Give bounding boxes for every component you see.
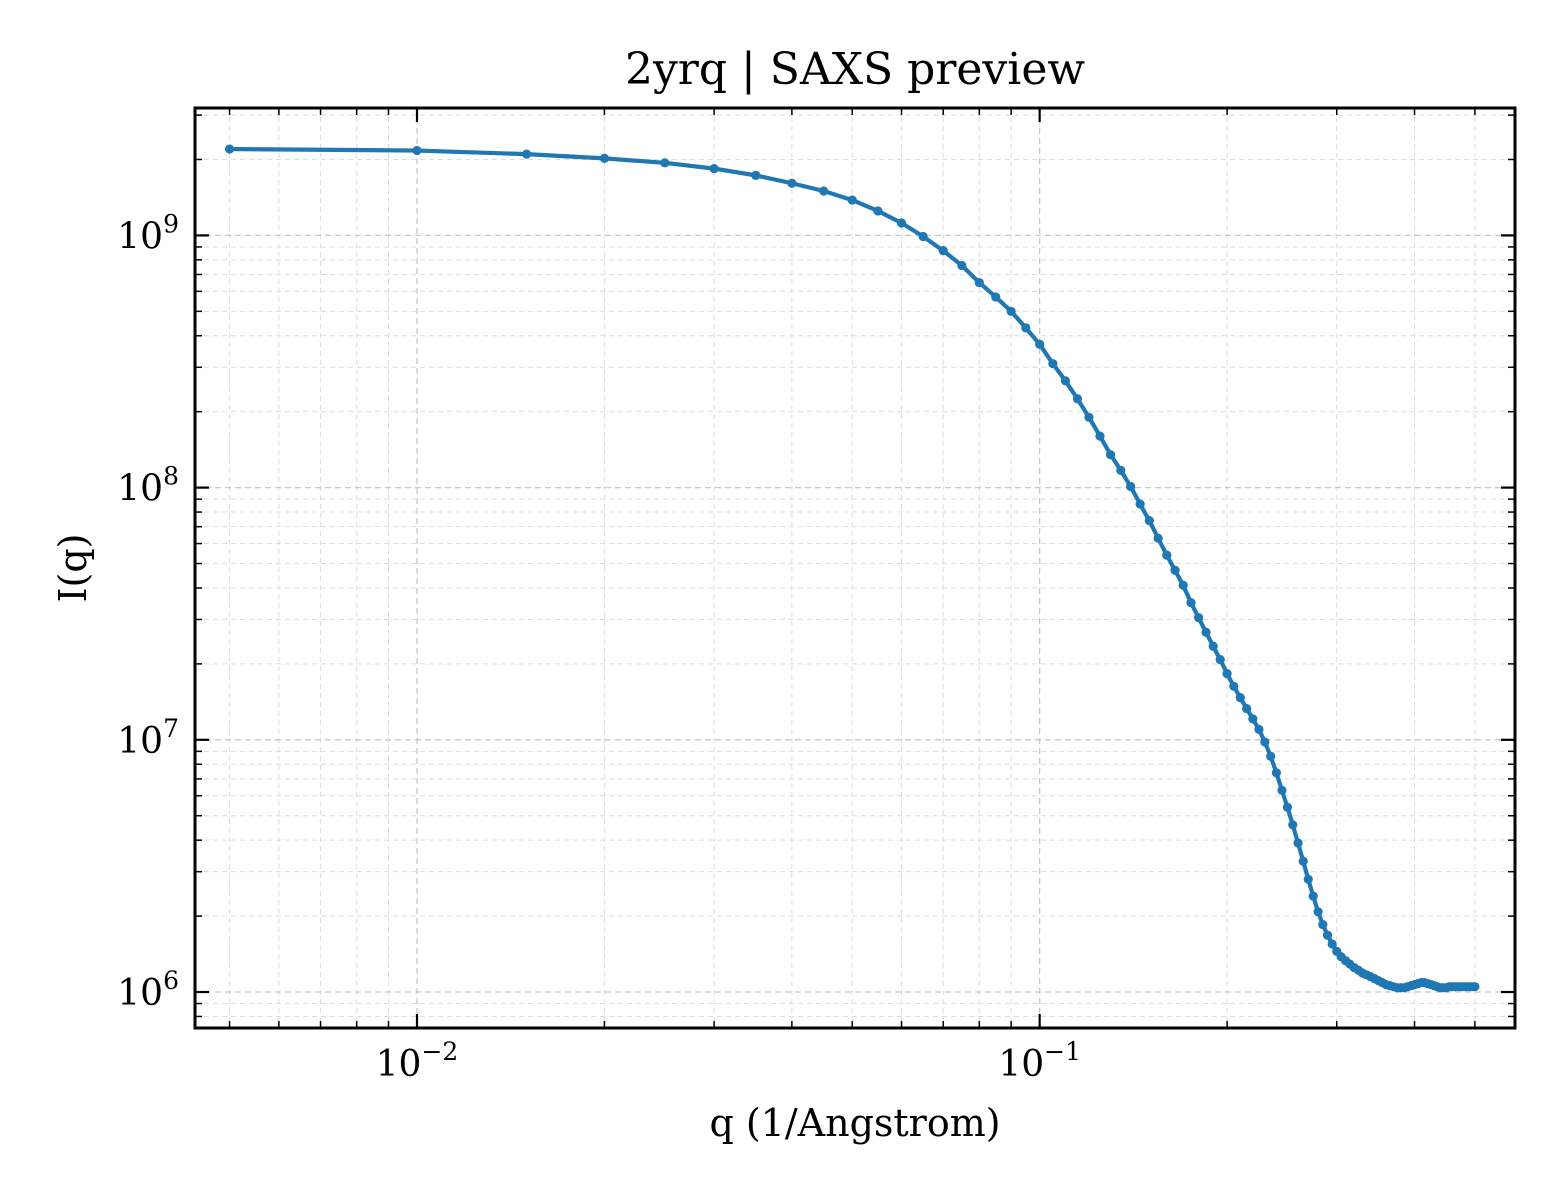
y-tick-label: 106 [117, 966, 179, 1014]
data-point [1260, 737, 1270, 747]
y-tick-label-base: 10 [117, 216, 163, 257]
x-tick-label-base: 10 [376, 1044, 422, 1085]
data-point [787, 178, 797, 188]
y-tick-label: 108 [117, 462, 179, 510]
x-tick-label-base: 10 [998, 1044, 1044, 1085]
data-point [1021, 323, 1031, 333]
data-point [1308, 891, 1318, 901]
data-point [1048, 359, 1058, 369]
data-point [957, 260, 967, 271]
data-point [1470, 982, 1480, 992]
data-point [1282, 802, 1293, 812]
data-point [1222, 669, 1232, 679]
y-tick-label-base: 10 [117, 973, 163, 1014]
data-point [1293, 838, 1303, 848]
data-point [1201, 627, 1211, 637]
data-point [819, 186, 829, 196]
chart-title: 2yrq | SAXS preview [625, 44, 1085, 95]
x-tick-label: 10−2 [376, 1037, 459, 1085]
y-axis-label: I(q) [51, 534, 95, 603]
data-point [1327, 939, 1337, 949]
data-point [1135, 499, 1145, 509]
data-point [873, 206, 883, 216]
data-point [847, 195, 857, 205]
data-point [1035, 339, 1045, 349]
data-point [1288, 820, 1298, 830]
data-point [1242, 703, 1252, 714]
series-group [224, 144, 1480, 993]
data-point [1208, 641, 1218, 651]
data-point [1072, 394, 1083, 404]
data-point [1322, 930, 1333, 940]
data-point [1277, 785, 1287, 796]
data-point [1116, 465, 1126, 476]
data-point [751, 170, 761, 180]
x-tick-label-exp: −1 [1044, 1037, 1081, 1066]
x-tick-label-exp: −2 [421, 1037, 458, 1066]
data-point [1254, 724, 1264, 734]
data-point [1318, 920, 1328, 930]
x-axis-label: q (1/Angstrom) [709, 1101, 1000, 1145]
data-point [224, 144, 235, 154]
data-point [412, 145, 422, 156]
y-tick-label-exp: 9 [163, 209, 179, 238]
data-point [1006, 306, 1016, 316]
y-tick-label-base: 10 [117, 721, 163, 762]
data-point [896, 218, 907, 228]
data-point [1186, 598, 1196, 608]
data-point [1170, 565, 1180, 575]
data-point [1271, 768, 1281, 778]
y-tick-label: 107 [117, 714, 179, 762]
data-point [974, 277, 984, 288]
y-tick-label: 109 [117, 209, 179, 257]
data-point [1153, 533, 1163, 543]
axis-ticks [195, 108, 1515, 1028]
data-point [599, 153, 610, 163]
data-point [1248, 714, 1258, 724]
data-point [1126, 481, 1136, 492]
data-point [1084, 412, 1094, 422]
x-tick-label: 10−1 [998, 1037, 1081, 1085]
grid-lines [195, 108, 1515, 1028]
data-point [1095, 431, 1105, 441]
data-point [709, 164, 719, 174]
data-point [1303, 874, 1313, 884]
data-point [1060, 376, 1071, 386]
y-tick-label-exp: 6 [163, 966, 179, 995]
data-point [1313, 907, 1323, 917]
data-point [522, 149, 532, 159]
data-point [1266, 751, 1276, 761]
data-point [1215, 655, 1225, 665]
data-point [1298, 856, 1308, 866]
data-point [991, 292, 1001, 302]
data-point [1144, 515, 1154, 526]
data-point [938, 246, 948, 256]
y-tick-label-exp: 8 [163, 462, 179, 491]
plot-frame [193, 106, 1517, 1030]
data-point [1229, 681, 1239, 691]
data-point [1162, 550, 1172, 560]
y-tick-label-exp: 7 [163, 714, 179, 743]
data-point [918, 231, 928, 242]
data-point [1194, 613, 1204, 623]
data-point [1106, 450, 1116, 460]
y-tick-label-base: 10 [117, 469, 163, 510]
data-point [1235, 693, 1245, 703]
data-point [660, 158, 670, 168]
data-point [1178, 580, 1188, 590]
